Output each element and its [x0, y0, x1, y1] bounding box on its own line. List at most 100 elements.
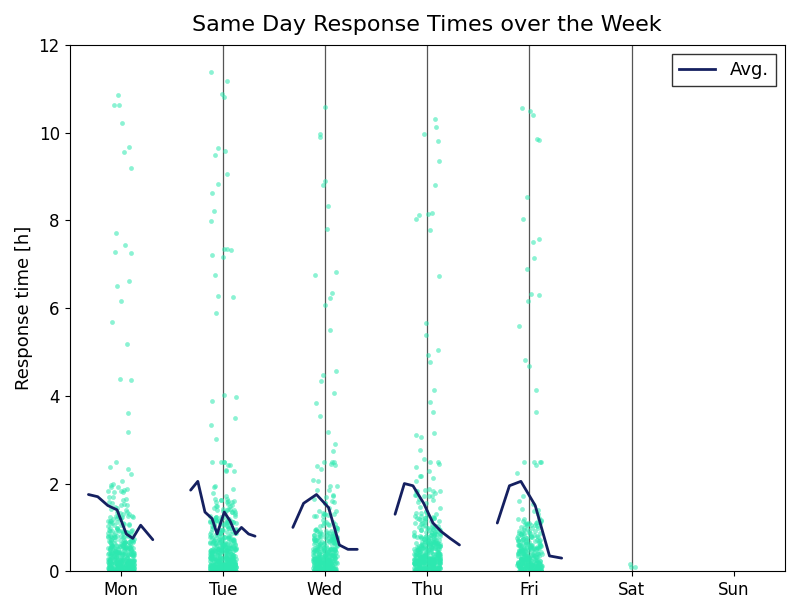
Point — [209, 530, 222, 540]
Point — [517, 562, 530, 572]
Point — [216, 563, 229, 573]
Point — [309, 546, 322, 556]
Point — [412, 561, 425, 571]
Point — [321, 548, 334, 558]
Point — [126, 535, 138, 545]
Point — [322, 201, 334, 211]
Point — [531, 509, 544, 519]
Point — [411, 545, 424, 554]
Point — [328, 497, 341, 507]
Point — [511, 557, 524, 567]
Point — [535, 566, 548, 576]
Point — [422, 538, 434, 548]
Point — [216, 546, 229, 556]
Point — [121, 530, 134, 540]
Point — [109, 247, 122, 257]
Point — [416, 550, 429, 560]
Point — [111, 559, 124, 569]
Point — [522, 542, 535, 552]
Point — [526, 559, 538, 569]
Point — [522, 558, 535, 567]
Point — [106, 527, 118, 537]
Point — [109, 565, 122, 575]
Point — [526, 566, 538, 576]
Point — [426, 565, 439, 575]
Point — [104, 561, 117, 571]
Point — [407, 558, 420, 568]
Point — [431, 457, 444, 467]
Point — [408, 563, 421, 573]
Point — [419, 555, 432, 565]
Point — [110, 511, 122, 521]
Point — [433, 541, 446, 551]
Point — [534, 516, 547, 526]
Point — [227, 541, 240, 551]
Point — [228, 556, 241, 566]
Point — [311, 476, 324, 486]
Point — [517, 560, 530, 570]
Point — [520, 538, 533, 548]
Point — [422, 534, 434, 544]
Point — [528, 252, 541, 262]
Point — [327, 553, 340, 562]
Point — [126, 550, 139, 559]
Point — [324, 544, 337, 554]
Point — [316, 537, 329, 547]
Point — [309, 525, 322, 535]
Point — [107, 564, 120, 574]
Point — [122, 464, 134, 474]
Point — [521, 265, 534, 274]
Point — [121, 484, 134, 494]
Point — [319, 562, 332, 572]
Point — [224, 524, 237, 534]
Point — [107, 566, 120, 576]
Point — [515, 561, 528, 571]
Point — [210, 550, 223, 559]
Point — [328, 565, 341, 575]
Point — [123, 555, 136, 565]
Point — [217, 534, 230, 544]
Point — [526, 565, 539, 575]
Point — [418, 513, 431, 523]
Point — [315, 546, 328, 556]
Point — [413, 561, 426, 571]
Point — [119, 537, 132, 547]
Point — [424, 397, 437, 406]
Point — [424, 527, 437, 537]
Point — [226, 565, 239, 575]
Point — [421, 537, 434, 547]
Point — [316, 561, 329, 571]
Point — [220, 539, 233, 549]
Point — [518, 547, 530, 557]
Point — [306, 547, 319, 557]
Point — [208, 494, 221, 504]
Point — [419, 546, 432, 556]
Point — [208, 552, 221, 562]
Point — [117, 518, 130, 527]
Point — [211, 548, 224, 558]
Point — [215, 495, 228, 505]
Point — [229, 562, 242, 572]
Point — [122, 537, 135, 547]
Point — [213, 516, 226, 526]
Point — [208, 521, 221, 530]
Point — [122, 142, 135, 152]
Point — [203, 529, 216, 539]
Point — [204, 556, 217, 566]
Point — [203, 550, 216, 559]
Point — [115, 540, 128, 550]
Point — [319, 176, 332, 185]
Point — [102, 556, 115, 565]
Point — [527, 499, 540, 509]
Point — [533, 135, 546, 145]
Point — [222, 562, 234, 572]
Point — [108, 550, 121, 559]
Point — [318, 562, 330, 572]
Point — [110, 554, 123, 564]
Point — [313, 528, 326, 538]
Y-axis label: Response time [h]: Response time [h] — [15, 226, 33, 391]
Point — [414, 565, 426, 575]
Point — [105, 504, 118, 514]
Point — [418, 564, 430, 574]
Point — [316, 529, 329, 539]
